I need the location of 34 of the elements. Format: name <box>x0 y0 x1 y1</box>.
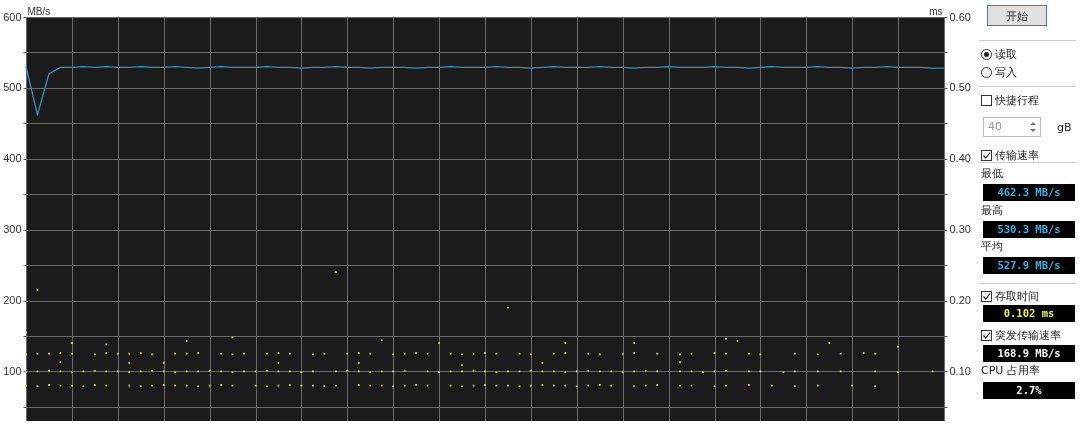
text: gB <box>1057 121 1072 135</box>
text: 2.7% <box>983 382 1075 399</box>
y-tick-label: 100 <box>3 364 22 377</box>
text: 527.9 MB/s <box>983 257 1075 274</box>
y-axis-title: MB/s <box>27 5 51 17</box>
text: 平均 <box>981 240 1003 254</box>
y2-tick-label: 0.50 <box>949 81 971 94</box>
text: 突发传输速率 <box>995 329 1061 343</box>
text: 最高 <box>981 204 1003 218</box>
text: 传输速率 <box>995 149 1039 163</box>
y2-tick-label: 0.10 <box>949 364 971 377</box>
y-tick-label: 500 <box>3 81 22 94</box>
text: 写入 <box>995 66 1017 80</box>
text: 读取 <box>995 48 1017 62</box>
y2-tick-label: 0.60 <box>949 10 971 23</box>
text: 530.3 MB/s <box>983 221 1075 238</box>
y2-tick-label: 0.40 <box>949 152 971 165</box>
text: 存取时间 <box>995 290 1039 304</box>
y2-tick-label: 0.20 <box>949 294 971 307</box>
text: 168.9 MB/s <box>983 345 1075 362</box>
y-tick-label: 400 <box>3 152 22 165</box>
text: CPU 占用率 <box>981 364 1040 378</box>
text: 0.102 ms <box>983 305 1075 322</box>
y-tick-label: 300 <box>3 223 22 236</box>
text: 40 <box>988 120 1002 134</box>
y-tick-label: 200 <box>3 294 22 307</box>
line-series <box>25 65 945 116</box>
text: 最低 <box>981 167 1003 181</box>
text: 快捷行程 <box>995 94 1039 108</box>
y2-axis-title: ms <box>929 5 943 17</box>
y-tick-label: 600 <box>3 10 22 23</box>
y2-tick-label: 0.30 <box>949 223 971 236</box>
text: 开始 <box>987 5 1047 26</box>
text: 462.3 MB/s <box>983 184 1075 201</box>
